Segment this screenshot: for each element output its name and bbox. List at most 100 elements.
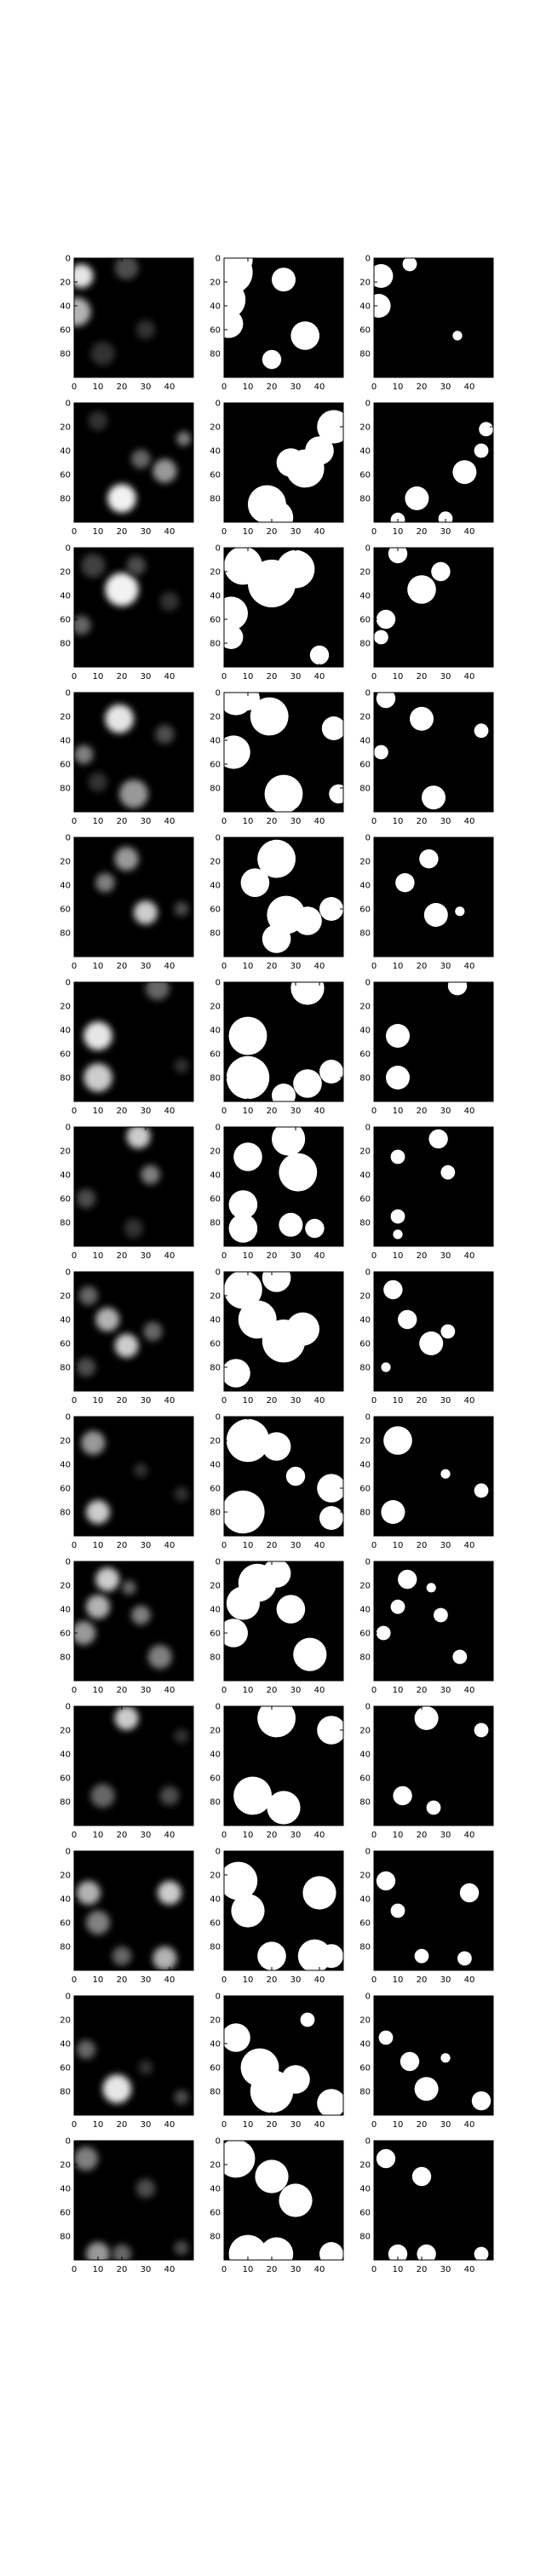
x-tick-label: 30 xyxy=(440,2265,451,2274)
y-tick-label: 80 xyxy=(60,1943,71,1952)
blob-4 xyxy=(135,2178,156,2199)
mask-region-4 xyxy=(293,906,322,935)
x-tick-label: 20 xyxy=(417,1831,428,1840)
x-tick-label: 40 xyxy=(164,1107,175,1116)
x-tick-label: 40 xyxy=(464,1107,475,1116)
x-tick-label: 0 xyxy=(221,1686,227,1695)
x-tick-label: 0 xyxy=(72,527,77,537)
peak-region-2 xyxy=(411,2166,432,2187)
peak-region-6 xyxy=(426,1583,436,1593)
peak-region-1 xyxy=(378,2030,394,2045)
y-tick-label: 80 xyxy=(359,2088,371,2097)
x-tick-label: 10 xyxy=(243,1251,254,1261)
mask-region-2 xyxy=(255,2159,289,2194)
y-tick-label: 40 xyxy=(60,447,71,457)
panel-r2-thresholded-peaks: 0 10 20 30 40 0 20 40 60 80 xyxy=(359,400,494,537)
mask-region-4 xyxy=(228,2234,267,2260)
mask-region-6 xyxy=(262,924,291,953)
y-tick-label: 80 xyxy=(210,640,221,649)
y-tick-label: 80 xyxy=(359,1509,371,1518)
y-tick-label: 0 xyxy=(365,2137,371,2147)
y-tick-label: 0 xyxy=(365,1558,371,1567)
x-tick-label: 40 xyxy=(464,1541,475,1550)
mask-region-1 xyxy=(224,2141,256,2178)
panel-r7-segmentation-mask: 0 10 20 30 40 0 20 40 60 80 xyxy=(210,1124,344,1261)
panel-frame xyxy=(373,257,494,378)
panel-frame xyxy=(373,1705,494,1826)
y-tick-label: 40 xyxy=(60,1026,71,1036)
y-tick-label: 0 xyxy=(365,1124,371,1133)
panel-frame xyxy=(223,1271,344,1392)
x-tick-label: 20 xyxy=(417,2265,428,2274)
blob-2 xyxy=(74,297,91,326)
mask-region-4 xyxy=(224,596,248,630)
x-tick-label: 10 xyxy=(393,2120,404,2130)
x-tick-label: 30 xyxy=(290,1107,302,1116)
y-tick-label: 0 xyxy=(216,1703,221,1712)
y-tick-label: 40 xyxy=(359,2185,371,2194)
panel-frame xyxy=(223,547,344,668)
x-tick-label: 10 xyxy=(393,672,404,681)
mask-region-5 xyxy=(272,267,296,292)
peak-region-1 xyxy=(374,264,394,288)
blob-4 xyxy=(131,1605,151,1625)
x-tick-label: 10 xyxy=(393,1975,404,1985)
blob-5 xyxy=(147,1645,172,1669)
peak-region-1 xyxy=(386,1024,410,1048)
y-tick-label: 20 xyxy=(60,1582,71,1591)
x-tick-label: 30 xyxy=(290,382,302,392)
mask-region-2 xyxy=(272,1127,306,1156)
peak-region-3 xyxy=(440,1164,456,1180)
x-tick-label: 0 xyxy=(221,2120,227,2130)
x-tick-label: 40 xyxy=(314,1686,325,1695)
x-tick-label: 10 xyxy=(393,2265,404,2274)
mask-region-3 xyxy=(224,735,250,769)
blob-2 xyxy=(126,555,146,576)
x-tick-label: 40 xyxy=(314,817,325,826)
panel-frame xyxy=(223,1561,344,1682)
x-tick-label: 30 xyxy=(290,2265,302,2274)
y-tick-label: 60 xyxy=(210,2064,221,2073)
mask-region-5 xyxy=(321,716,343,740)
blob-1 xyxy=(81,1430,106,1455)
x-tick-label: 20 xyxy=(117,1541,128,1550)
x-tick-label: 30 xyxy=(141,1251,152,1261)
y-tick-label: 60 xyxy=(210,1050,221,1060)
blob-4 xyxy=(81,554,106,578)
y-tick-label: 20 xyxy=(359,1003,371,1012)
y-tick-label: 0 xyxy=(216,1848,221,1857)
panel-r5-blurred-input: 0 10 20 30 40 0 20 40 60 80 xyxy=(60,834,194,971)
y-tick-label: 20 xyxy=(359,1292,371,1302)
y-tick-label: 40 xyxy=(210,1171,221,1181)
panel-r5-thresholded-peaks: 0 10 20 30 40 0 20 40 60 80 xyxy=(359,834,494,971)
y-tick-label: 80 xyxy=(210,2088,221,2097)
panel-r9-thresholded-peaks: 0 10 20 30 40 0 20 40 60 80 xyxy=(359,1413,494,1550)
y-tick-label: 0 xyxy=(216,979,221,988)
panel-frame xyxy=(373,981,494,1102)
blob-2 xyxy=(90,1784,115,1808)
x-tick-label: 40 xyxy=(314,672,325,681)
x-tick-label: 0 xyxy=(72,817,77,826)
x-tick-label: 0 xyxy=(72,1686,77,1695)
peak-region-1 xyxy=(414,1706,439,1730)
y-tick-label: 20 xyxy=(210,713,221,722)
y-tick-label: 40 xyxy=(359,1316,371,1325)
y-tick-label: 80 xyxy=(359,350,371,359)
x-tick-label: 10 xyxy=(93,1831,104,1840)
x-tick-label: 10 xyxy=(243,2120,254,2130)
y-tick-label: 20 xyxy=(359,1582,371,1591)
peak-region-2 xyxy=(419,849,439,869)
x-tick-label: 10 xyxy=(93,1396,104,1406)
x-tick-label: 10 xyxy=(93,382,104,392)
x-tick-label: 0 xyxy=(72,1975,77,1985)
x-tick-label: 40 xyxy=(314,962,325,971)
panel-frame xyxy=(373,1271,494,1392)
x-tick-label: 0 xyxy=(221,1251,227,1261)
x-tick-label: 20 xyxy=(117,527,128,537)
x-tick-label: 30 xyxy=(141,962,152,971)
blob-2 xyxy=(152,458,177,483)
x-tick-label: 40 xyxy=(464,527,475,537)
x-tick-label: 20 xyxy=(267,2120,278,2130)
y-tick-label: 0 xyxy=(216,1268,221,1278)
y-tick-label: 40 xyxy=(60,1171,71,1181)
